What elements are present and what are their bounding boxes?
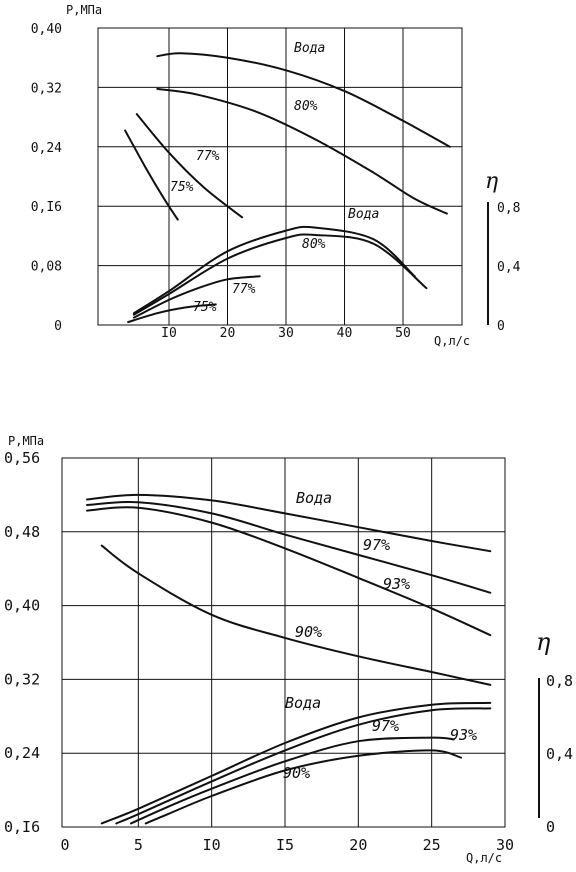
bottom-curve-pressure (86, 506, 492, 637)
bottom-curve-pressure (86, 493, 492, 553)
top-y-tick-label: 0,24 (31, 141, 62, 156)
bottom-series-label: 90% (295, 623, 322, 641)
bottom-y-tick-label: 0,48 (4, 523, 40, 541)
top-x-tick-label: I0 (161, 326, 177, 341)
bottom-y-tick-label: 0,24 (4, 744, 40, 762)
top-series-label: 77% (196, 149, 220, 164)
top-x-tick-label: 20 (220, 326, 236, 341)
bottom-y-tick-label: 0,40 (4, 597, 40, 615)
top-series-label: Вода (294, 41, 325, 56)
bottom-x-tick-label: 30 (496, 836, 514, 854)
bottom-chart-grid (61, 457, 506, 828)
bottom-x-tick-label: I0 (203, 836, 221, 854)
bottom-y-tick-label: 0,32 (4, 670, 40, 688)
bottom-series-label: 97% (372, 717, 399, 735)
bottom-x-tick-label: 5 (134, 836, 143, 854)
bottom-x-axis-label: Q,л/с (466, 851, 502, 865)
top-x-tick-label: 50 (395, 326, 411, 341)
top-chart-labels: I0 20 30 40 50 0 0,08 0,I6 0,24 0,32 0,40 0 0,4 0,8 Во… (31, 22, 521, 341)
bottom-curve-pressure (100, 544, 492, 686)
top-x-tick-label: 30 (278, 326, 294, 341)
bottom-x-tick-label: 0 (60, 836, 69, 854)
top-y-tick-label: 0,08 (31, 260, 62, 275)
bottom-x-tick-label: I5 (276, 836, 294, 854)
top-chart: I0 20 30 40 50 0 0,08 0,I6 0,24 0,32 0,40 0 0,4 0,8 Во… (31, 3, 521, 348)
top-plot-frame (97, 27, 463, 326)
top-series-label: Вода (348, 207, 379, 222)
top-eta-tick-label: 0 (497, 319, 505, 334)
top-curve-pressure (135, 113, 244, 219)
bottom-eta-label: η (536, 628, 551, 656)
bottom-chart-labels: 0 5 I0 I5 20 25 30 0,I6 0,24 0,32 0,40 0,48 0,56 0 0,4… (4, 449, 573, 854)
top-y-tick-label: 0,40 (31, 22, 62, 37)
bottom-series-label: Вода (285, 694, 321, 712)
top-curve-pressure (156, 87, 448, 215)
top-chart-grid (97, 27, 463, 326)
top-y-tick-label: 0,I6 (31, 200, 62, 215)
top-eta-tick-label: 0,8 (497, 201, 520, 216)
top-eta-tick-label: 0,4 (497, 260, 521, 275)
bottom-y-tick-label: 0,56 (4, 449, 40, 467)
bottom-curve-eta (100, 701, 492, 825)
top-curve-eta (132, 275, 261, 319)
bottom-chart: 0 5 I0 I5 20 25 30 0,I6 0,24 0,32 0,40 0,48 0,56 0 0,4… (4, 434, 573, 865)
bottom-eta-tick-label: 0,4 (546, 745, 573, 763)
top-series-label: 75% (193, 300, 217, 315)
top-y-axis-label: P,МПа (66, 3, 102, 17)
top-curve-eta (132, 233, 428, 316)
top-curve-pressure (156, 52, 451, 148)
top-eta-label: η (485, 169, 498, 194)
bottom-x-tick-label: 25 (423, 836, 441, 854)
top-series-label: 75% (170, 180, 194, 195)
bottom-y-axis-label: P,МПа (8, 434, 44, 448)
top-curve-eta (132, 225, 416, 315)
bottom-series-label: 93% (450, 726, 477, 744)
bottom-x-tick-label: 20 (349, 836, 367, 854)
bottom-series-label: 90% (283, 764, 310, 782)
bottom-curve-eta (144, 749, 462, 825)
top-y-tick-label: 0 (54, 319, 62, 334)
top-x-tick-label: 40 (337, 326, 353, 341)
bottom-curve-eta (130, 736, 455, 825)
bottom-series-label: Вода (296, 489, 332, 507)
top-x-axis-label: Q,л/с (434, 334, 470, 348)
top-series-label: 80% (294, 99, 318, 114)
top-series-label: 77% (232, 282, 256, 297)
top-chart-curves (124, 52, 451, 324)
bottom-plot-frame (61, 457, 506, 828)
bottom-eta-tick-label: 0 (546, 818, 555, 836)
bottom-curve-eta (115, 707, 492, 825)
top-curve-pressure (124, 129, 179, 221)
top-series-label: 80% (302, 237, 326, 252)
bottom-eta-tick-label: 0,8 (546, 672, 573, 690)
top-curve-eta (127, 303, 217, 324)
bottom-y-tick-label: 0,I6 (4, 818, 40, 836)
bottom-curve-pressure (86, 500, 492, 594)
bottom-chart-curves (86, 493, 492, 825)
top-y-tick-label: 0,32 (31, 81, 62, 96)
bottom-series-label: 93% (383, 575, 410, 593)
bottom-series-label: 97% (363, 536, 390, 554)
